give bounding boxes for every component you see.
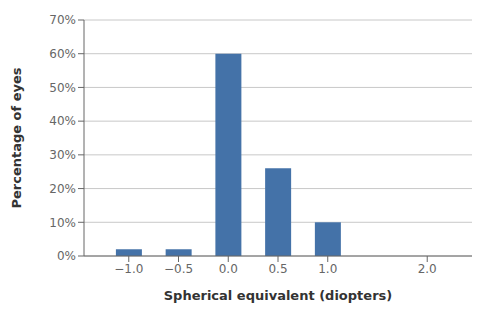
svg-text:20%: 20% (49, 182, 76, 196)
svg-text:50%: 50% (49, 81, 76, 95)
svg-text:2.0: 2.0 (418, 262, 437, 276)
svg-text:1.0: 1.0 (318, 262, 337, 276)
svg-text:70%: 70% (49, 13, 76, 27)
svg-text:0.5: 0.5 (268, 262, 287, 276)
svg-text:Spherical equivalent (diopters: Spherical equivalent (diopters) (164, 288, 392, 303)
svg-text:−0.5: −0.5 (164, 262, 193, 276)
svg-text:Percentage of eyes: Percentage of eyes (9, 67, 24, 208)
svg-text:30%: 30% (49, 148, 76, 162)
svg-text:60%: 60% (49, 47, 76, 61)
svg-text:0.0: 0.0 (219, 262, 238, 276)
svg-text:40%: 40% (49, 114, 76, 128)
svg-text:−1.0: −1.0 (114, 262, 143, 276)
svg-text:10%: 10% (49, 216, 76, 230)
svg-text:0%: 0% (57, 249, 76, 263)
